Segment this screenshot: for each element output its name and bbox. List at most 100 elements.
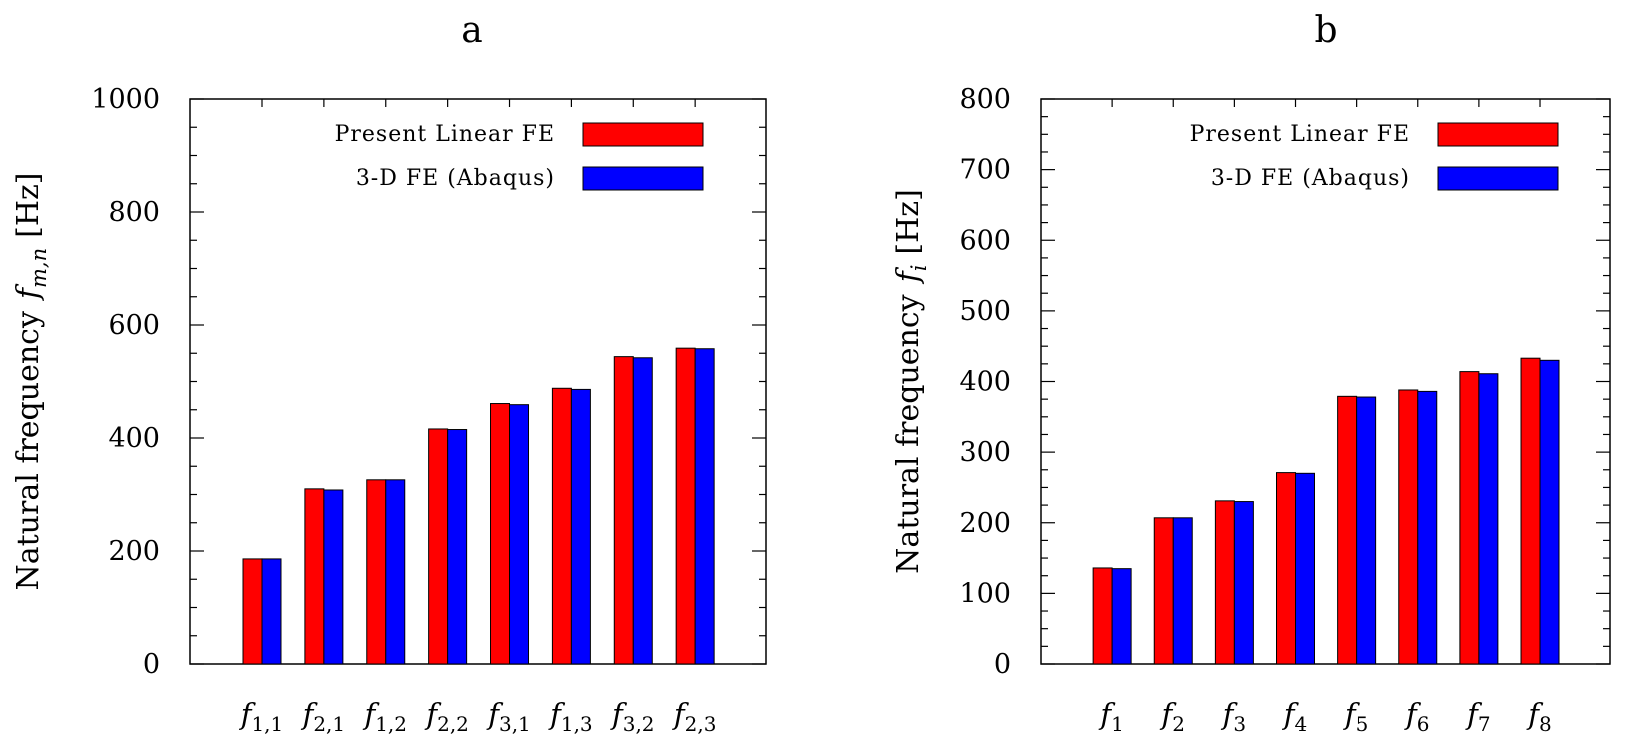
bar-abaqus-3d-fe [1478,373,1499,665]
bar-abaqus-3d-fe [1539,359,1560,665]
x-tick-label: f6 [1404,697,1429,736]
bar-abaqus-3d-fe [570,388,591,665]
bar-present-linear-fe [366,479,387,665]
bar-present-linear-fe [1459,371,1480,665]
y-axis-label-subscript: i [907,265,931,272]
y-tick-label: 400 [959,367,1011,398]
chart-title: a [461,10,482,51]
x-tick-label: f2 [1160,697,1185,736]
legend-swatch [582,122,704,147]
y-tick-label: 200 [108,536,160,567]
legend-label: Present Linear FE [1190,122,1410,147]
bar-present-linear-fe [1214,500,1235,665]
y-axis-label-text: Natural frequency [891,294,926,573]
legend-swatch [1437,122,1559,147]
x-tick-label: f1,1 [239,697,284,736]
x-tick-label-subscript: 1 [1111,712,1124,736]
y-tick-label: 800 [108,197,160,228]
y-axis-label-unit: [Hz] [11,172,46,237]
legend: Present Linear FE 3-D FE (Abaqus) [335,122,704,191]
x-tick-label: f5 [1343,697,1368,736]
x-tick-label: f3 [1221,697,1246,736]
bar-present-linear-fe [242,558,263,665]
legend-swatch [1437,166,1559,191]
y-tick-label: 1000 [91,84,160,115]
x-tick-label: f2,1 [301,697,346,736]
x-tick-label-subscript: 2,1 [313,712,345,736]
x-tick-label-subscript: 2,2 [437,712,469,736]
x-tick-label-subscript: 3 [1233,712,1246,736]
x-tick-label: f2,3 [672,697,717,736]
bar-present-linear-fe [1276,472,1297,665]
y-tick-label: 500 [959,296,1011,327]
x-tick-label-subscript: 3,2 [623,712,655,736]
bar-abaqus-3d-fe [509,404,530,665]
bar-abaqus-3d-fe [385,479,406,665]
x-tick-label-subscript: 2,3 [685,712,717,736]
bar-abaqus-3d-fe [1417,390,1438,665]
bar-present-linear-fe [1153,517,1174,665]
x-tick-label: f8 [1526,697,1551,736]
y-axis-label-subscript: m,n [27,248,51,288]
bar-present-linear-fe [1398,389,1419,665]
x-tick-label-subscript: 5 [1356,712,1369,736]
y-axis-label: Natural frequencyfm,n[Hz] [11,172,51,590]
x-tick-label-subscript: 3,1 [499,712,531,736]
bar-abaqus-3d-fe [1356,396,1377,665]
y-tick-label: 300 [959,437,1011,468]
bar-present-linear-fe [1092,567,1113,665]
bar-abaqus-3d-fe [694,348,715,665]
y-tick-label: 600 [959,225,1011,256]
bar-present-linear-fe [675,347,696,665]
bar-present-linear-fe [613,356,634,665]
legend-swatch [582,166,704,191]
chart-b: b 0 100 200 300 400 500 600 700 800 Natural freque… [891,10,1611,736]
bar-abaqus-3d-fe [323,489,344,665]
x-tick-label-subscript: 8 [1539,712,1552,736]
bar-abaqus-3d-fe [1172,517,1193,665]
y-tick-label: 600 [108,310,160,341]
legend-label: 3-D FE (Abaqus) [356,166,555,191]
y-tick-label: 0 [143,649,160,680]
bar-present-linear-fe [304,488,325,665]
bar-abaqus-3d-fe [1233,501,1254,665]
x-tick-label: f3,1 [486,697,531,736]
x-tick-label-subscript: 2 [1172,712,1185,736]
y-tick-label: 200 [959,508,1011,539]
bar-present-linear-fe [551,387,572,665]
y-tick-label: 700 [959,155,1011,186]
bar-abaqus-3d-fe [1111,568,1132,665]
legend-label: Present Linear FE [335,122,555,147]
chart-title: b [1314,10,1337,51]
legend-label: 3-D FE (Abaqus) [1211,166,1410,191]
x-tick-label: f2,2 [424,697,469,736]
y-tick-label: 400 [108,423,160,454]
x-tick-label: f7 [1465,697,1490,736]
y-axis-label-unit: [Hz] [891,189,926,254]
x-tick-label-subscript: 4 [1295,712,1308,736]
x-tick-label: f4 [1282,697,1307,736]
bar-abaqus-3d-fe [1295,472,1316,665]
y-axis-label-text: Natural frequency [11,311,46,590]
x-tick-label-subscript: 1,1 [251,712,283,736]
x-tick-label-subscript: 1,3 [561,712,593,736]
x-tick-label: f3,2 [610,697,655,736]
x-tick-label-subscript: 1,2 [375,712,407,736]
bar-present-linear-fe [428,428,449,665]
legend: Present Linear FE 3-D FE (Abaqus) [1190,122,1559,191]
x-tick-label-subscript: 6 [1417,712,1430,736]
bar-abaqus-3d-fe [261,558,282,665]
bar-abaqus-3d-fe [447,429,468,665]
y-axis-label: Natural frequencyfi[Hz] [891,189,931,574]
bar-present-linear-fe [1337,395,1358,665]
x-tick-label: f1,3 [548,697,593,736]
y-tick-label: 100 [959,578,1011,609]
x-tick-label: f1,2 [362,697,407,736]
bar-present-linear-fe [1520,357,1541,665]
bar-abaqus-3d-fe [632,357,653,665]
x-tick-label: f1 [1098,697,1123,736]
y-tick-label: 0 [994,649,1011,680]
x-tick-label-subscript: 7 [1478,712,1491,736]
